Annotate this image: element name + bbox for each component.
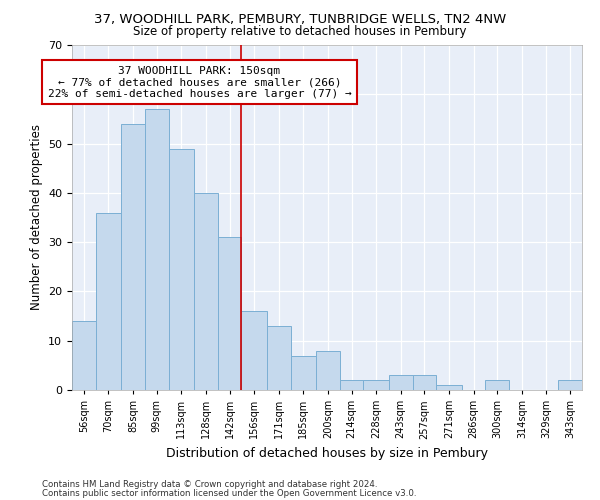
Bar <box>290 356 316 390</box>
Bar <box>96 212 121 390</box>
Bar <box>241 311 267 390</box>
Bar <box>169 148 194 390</box>
Bar <box>145 109 169 390</box>
Bar <box>267 326 290 390</box>
Text: Contains public sector information licensed under the Open Government Licence v3: Contains public sector information licen… <box>42 489 416 498</box>
Bar <box>364 380 389 390</box>
Bar <box>436 385 462 390</box>
Bar <box>340 380 364 390</box>
Bar <box>413 375 436 390</box>
Text: 37 WOODHILL PARK: 150sqm
← 77% of detached houses are smaller (266)
22% of semi-: 37 WOODHILL PARK: 150sqm ← 77% of detach… <box>47 66 352 99</box>
Y-axis label: Number of detached properties: Number of detached properties <box>29 124 43 310</box>
Bar <box>194 193 218 390</box>
X-axis label: Distribution of detached houses by size in Pembury: Distribution of detached houses by size … <box>166 447 488 460</box>
Bar <box>218 237 241 390</box>
Bar <box>558 380 582 390</box>
Bar <box>316 350 340 390</box>
Bar <box>72 321 96 390</box>
Text: Size of property relative to detached houses in Pembury: Size of property relative to detached ho… <box>133 25 467 38</box>
Bar <box>389 375 413 390</box>
Bar <box>485 380 509 390</box>
Text: 37, WOODHILL PARK, PEMBURY, TUNBRIDGE WELLS, TN2 4NW: 37, WOODHILL PARK, PEMBURY, TUNBRIDGE WE… <box>94 12 506 26</box>
Text: Contains HM Land Registry data © Crown copyright and database right 2024.: Contains HM Land Registry data © Crown c… <box>42 480 377 489</box>
Bar <box>121 124 145 390</box>
